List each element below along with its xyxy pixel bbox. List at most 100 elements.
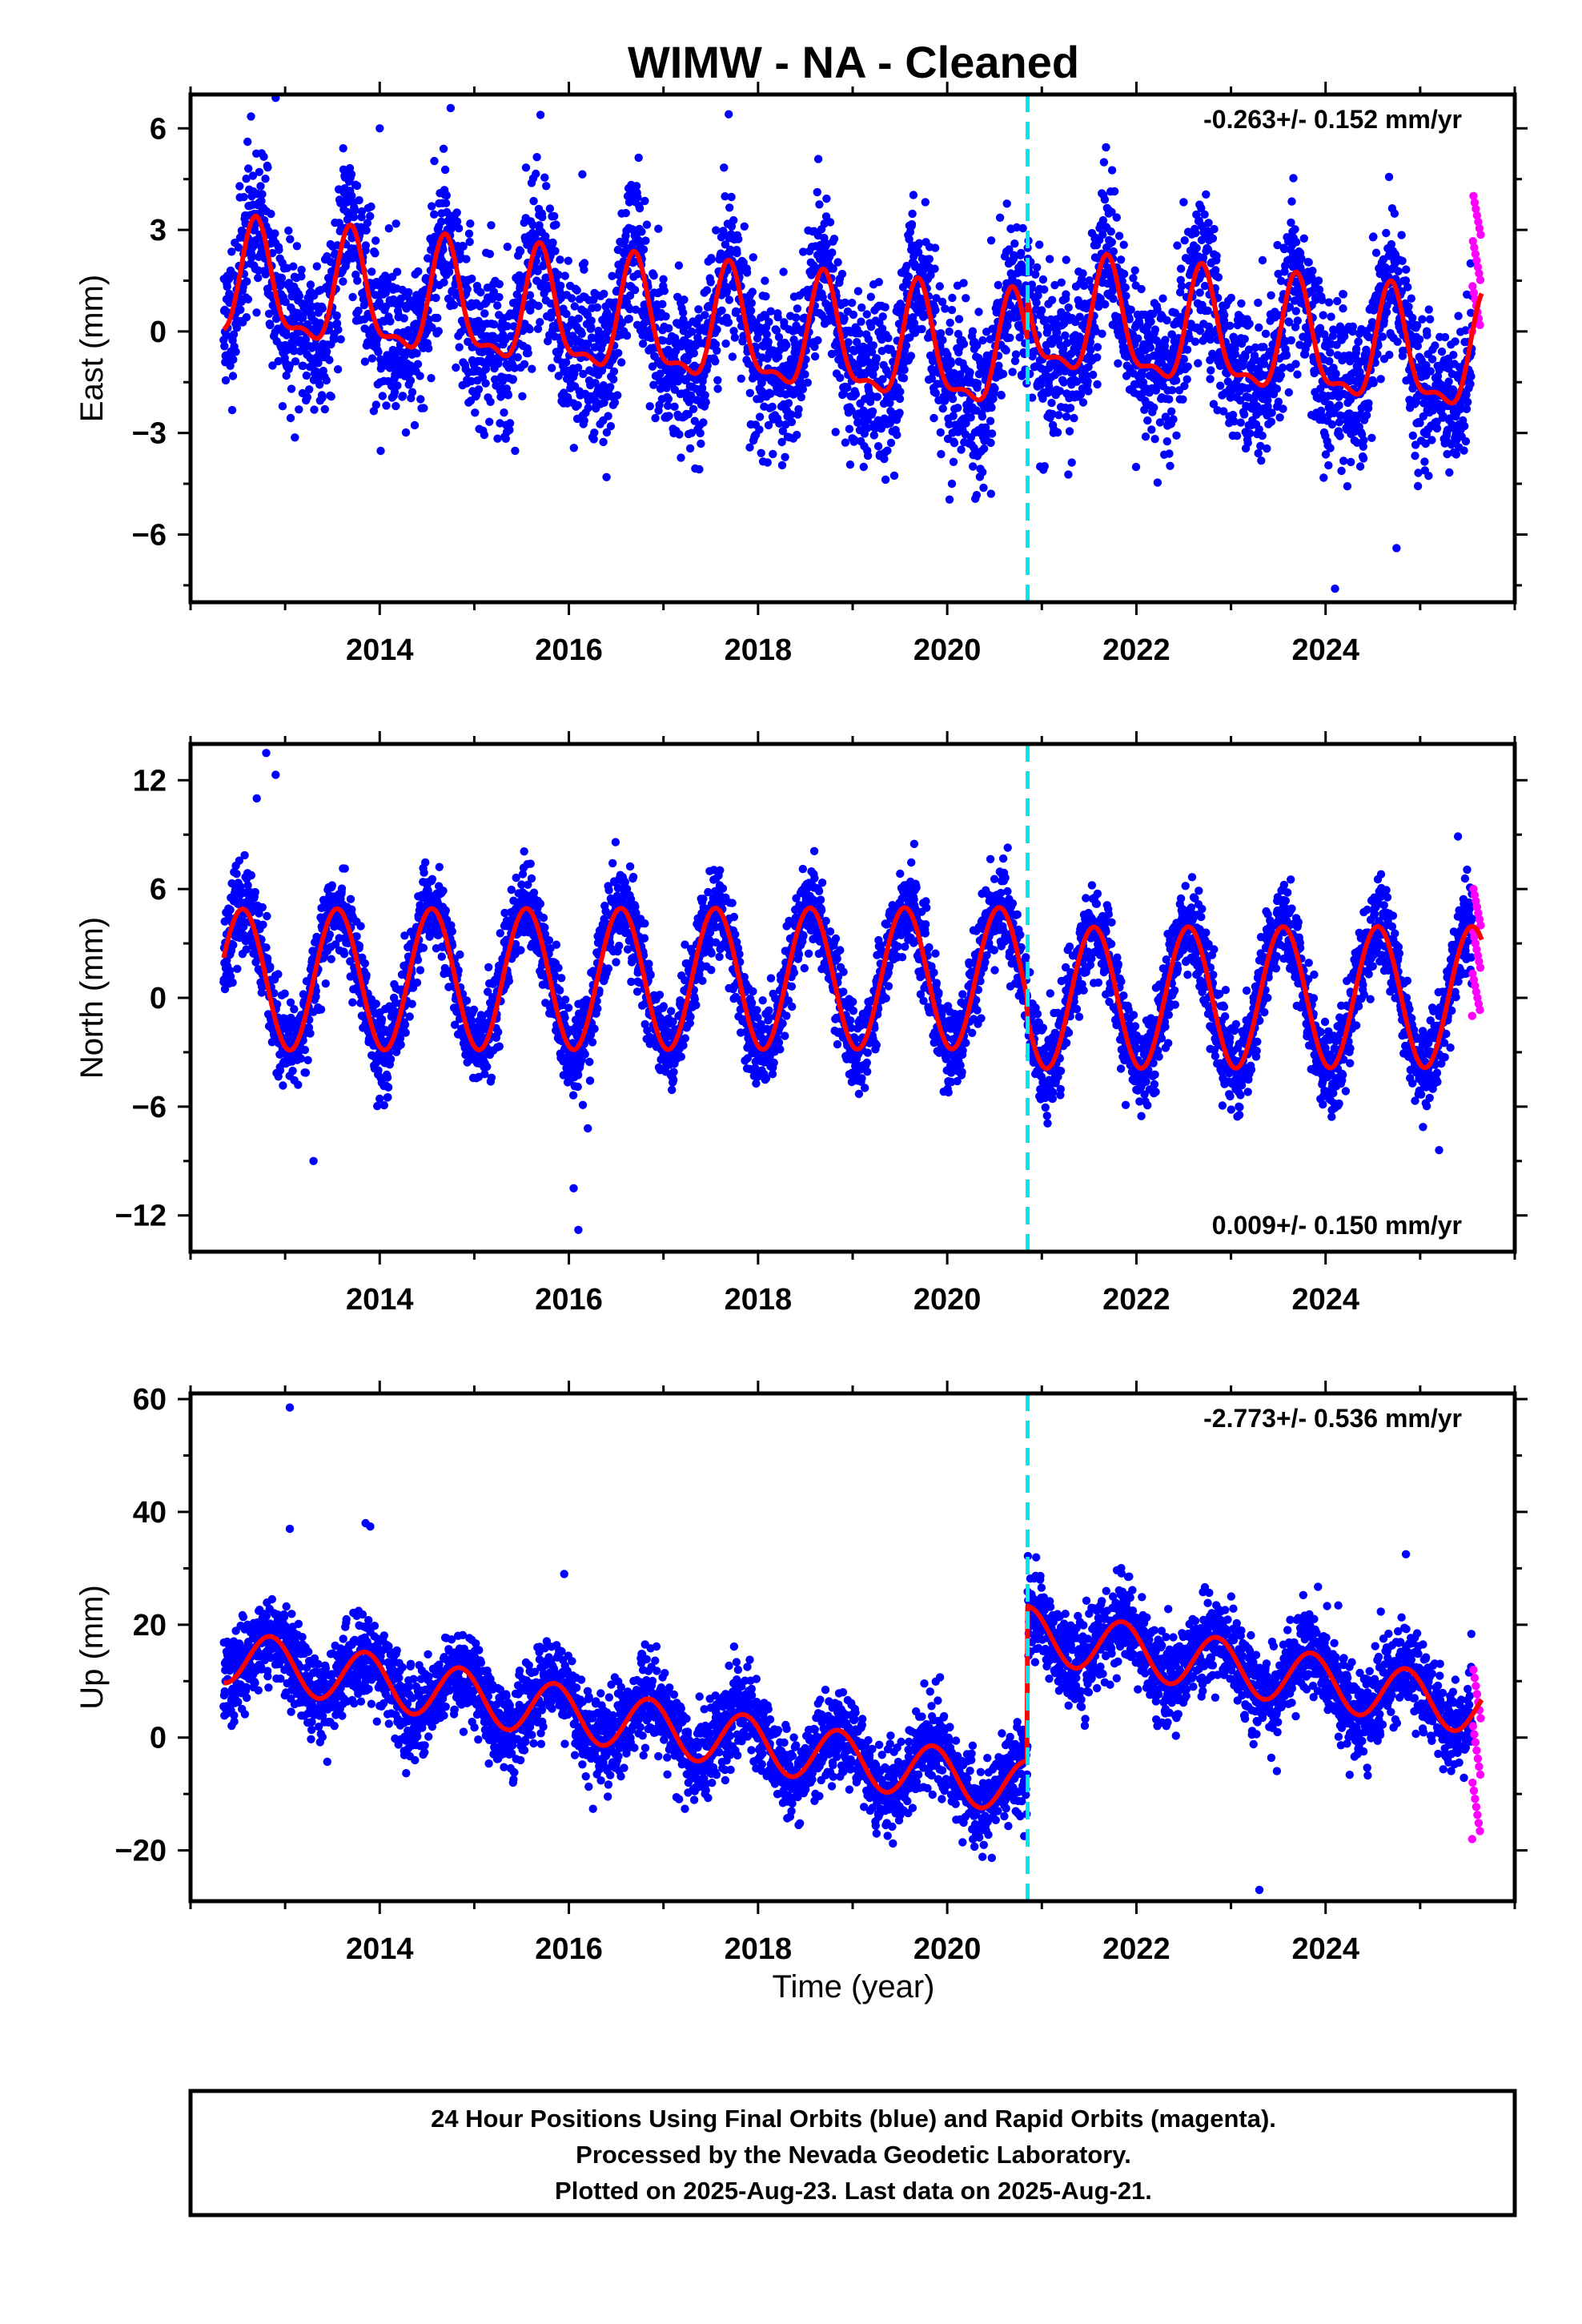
east-final-point bbox=[1033, 263, 1042, 272]
east-final-point bbox=[1415, 335, 1424, 344]
east-final-point bbox=[1454, 312, 1463, 320]
east-final-point bbox=[734, 235, 743, 243]
east-final-point bbox=[1258, 255, 1267, 265]
east-final-point bbox=[1420, 457, 1429, 466]
east-final-point bbox=[371, 249, 379, 258]
east-final-point bbox=[622, 331, 632, 340]
east-final-point bbox=[1254, 448, 1263, 458]
east-final-point bbox=[1226, 321, 1235, 330]
east-final-point bbox=[1195, 288, 1204, 297]
east-final-point bbox=[353, 276, 362, 285]
east-final-point bbox=[528, 220, 537, 230]
east-final-point bbox=[935, 282, 945, 291]
east-final-point bbox=[420, 404, 428, 412]
east-final-point bbox=[1208, 234, 1218, 243]
east-final-point bbox=[259, 152, 268, 161]
east-outlier-point bbox=[1392, 544, 1401, 553]
east-final-point bbox=[1293, 316, 1303, 325]
east-final-point bbox=[766, 389, 775, 398]
east-final-point bbox=[363, 219, 372, 227]
east-final-point bbox=[847, 406, 856, 415]
y-tick-label: 3 bbox=[150, 214, 167, 247]
east-final-point bbox=[915, 239, 924, 247]
east-final-point bbox=[677, 453, 685, 462]
east-final-point bbox=[857, 303, 866, 312]
north-final-point bbox=[240, 850, 249, 860]
east-final-point bbox=[914, 247, 923, 257]
east-final-point bbox=[332, 311, 341, 320]
east-final-point bbox=[1206, 375, 1215, 384]
east-final-point bbox=[1449, 351, 1458, 360]
y-tick-label: −6 bbox=[132, 518, 167, 552]
east-final-point bbox=[1348, 322, 1358, 331]
east-final-point bbox=[1376, 375, 1385, 384]
east-final-point bbox=[414, 267, 423, 276]
east-final-point bbox=[859, 406, 868, 415]
east-final-point bbox=[332, 319, 342, 328]
east-final-point bbox=[1107, 238, 1117, 247]
east-final-point bbox=[277, 273, 287, 283]
east-final-point bbox=[1191, 337, 1200, 346]
east-final-point bbox=[665, 412, 673, 420]
east-final-point bbox=[606, 383, 615, 392]
east-final-point bbox=[986, 438, 995, 448]
east-final-point bbox=[1319, 311, 1327, 320]
east-final-point bbox=[468, 274, 476, 283]
east-final-point bbox=[1237, 299, 1246, 308]
east-final-point bbox=[755, 425, 764, 434]
east-final-point bbox=[787, 417, 797, 427]
east-final-point bbox=[1150, 403, 1158, 412]
east-final-point bbox=[764, 337, 773, 347]
east-final-point bbox=[621, 208, 630, 218]
east-final-point bbox=[1464, 397, 1472, 407]
east-final-point bbox=[295, 405, 303, 414]
east-final-point bbox=[1291, 225, 1299, 234]
east-final-point bbox=[487, 221, 496, 230]
east-final-point bbox=[941, 304, 950, 313]
east-final-point bbox=[351, 206, 359, 215]
east-final-point bbox=[899, 374, 909, 383]
east-final-point bbox=[480, 430, 489, 440]
east-final-point bbox=[1423, 331, 1431, 340]
east-final-point bbox=[1239, 410, 1249, 419]
east-final-point bbox=[1461, 436, 1471, 446]
east-rapid-point bbox=[1476, 230, 1485, 239]
east-final-point bbox=[761, 292, 770, 301]
east-final-point bbox=[495, 292, 504, 302]
east-final-point bbox=[867, 348, 877, 356]
x-tick-label: 2014 bbox=[346, 633, 414, 667]
east-final-point bbox=[318, 393, 327, 402]
east-final-point bbox=[946, 318, 954, 328]
east-final-point bbox=[862, 310, 872, 319]
east-final-point bbox=[761, 276, 769, 285]
east-final-point bbox=[642, 220, 652, 229]
east-final-point bbox=[746, 306, 756, 316]
east-final-point bbox=[1276, 371, 1286, 380]
east-final-point bbox=[263, 163, 272, 172]
east-final-point bbox=[1267, 291, 1275, 300]
east-final-point bbox=[248, 171, 258, 180]
east-final-point bbox=[481, 364, 491, 374]
east-final-point bbox=[1418, 315, 1427, 324]
east-final-point bbox=[384, 224, 393, 233]
east-final-point bbox=[840, 314, 849, 324]
east-final-point bbox=[631, 305, 640, 314]
east-final-point bbox=[740, 222, 749, 231]
east-final-point bbox=[845, 424, 854, 433]
east-final-point bbox=[1258, 431, 1267, 440]
east-final-point bbox=[352, 181, 362, 191]
east-final-point bbox=[424, 344, 433, 353]
east-final-point bbox=[757, 448, 765, 457]
east-final-point bbox=[424, 315, 433, 324]
east-final-point bbox=[1006, 333, 1014, 342]
east-final-point bbox=[722, 287, 732, 296]
east-final-point bbox=[970, 444, 978, 452]
east-final-point bbox=[220, 342, 229, 351]
east-outlier-point bbox=[947, 479, 957, 489]
east-final-point bbox=[501, 434, 510, 443]
east-final-point bbox=[775, 419, 784, 428]
east-final-point bbox=[590, 343, 600, 352]
east-final-point bbox=[747, 299, 756, 308]
east-final-point bbox=[354, 306, 363, 316]
